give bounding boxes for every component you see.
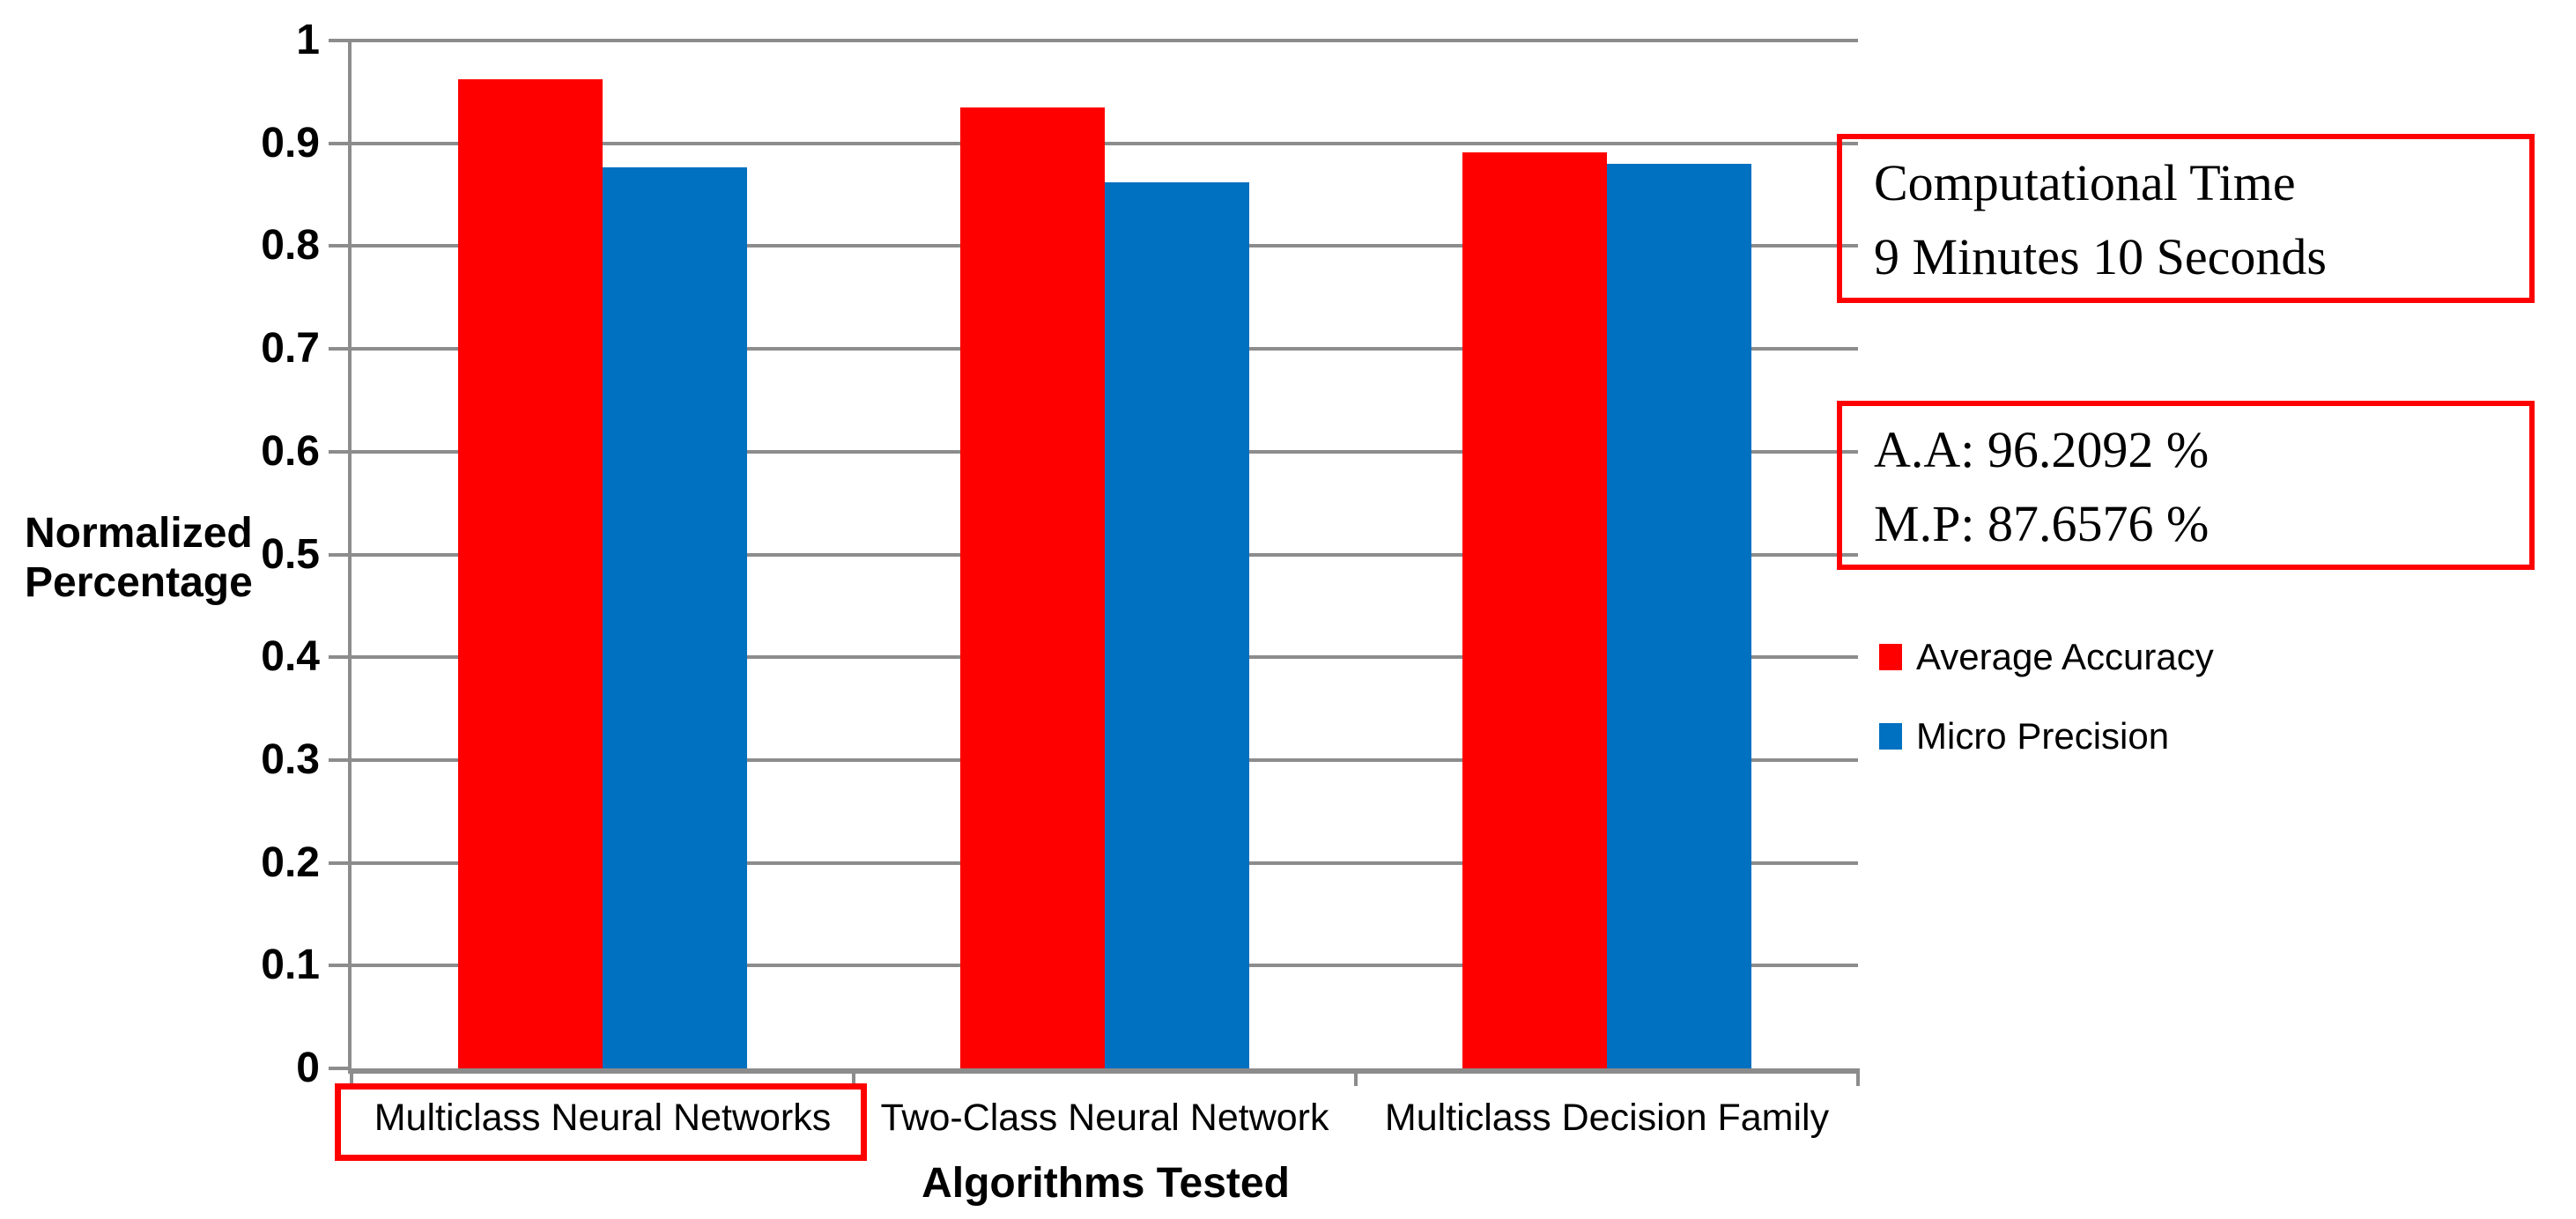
y-axis-tick-label: 0.6: [261, 428, 320, 475]
bar-micro-precision: [603, 167, 747, 1068]
x-axis-category-label: Two-Class Neural Network: [880, 1097, 1329, 1139]
x-axis-tick: [852, 1068, 855, 1086]
x-axis-tick: [1354, 1068, 1358, 1086]
y-axis-tick: [329, 39, 352, 42]
category-highlight-box: [335, 1083, 867, 1161]
y-axis-tick-label: 0.9: [261, 120, 320, 166]
y-axis-title: Normalized Percentage: [25, 510, 253, 606]
y-axis-tick: [329, 347, 352, 351]
y-axis-tick-label: 0.7: [261, 325, 320, 372]
x-axis-tick: [350, 1068, 353, 1086]
y-axis-tick: [329, 964, 352, 967]
y-axis-tick-label: 1: [296, 17, 320, 63]
gridline: [352, 39, 1858, 42]
bar-micro-precision: [1105, 182, 1249, 1068]
computational-time-line: 9 Minutes 10 Seconds: [1874, 228, 2327, 285]
legend-item-micro-precision: Micro Precision: [1879, 715, 2214, 757]
plot-area: 1 0.9 0.8 0.7 0.6 0.5 0.4 0.3 0.2 0.1 0 Multiclass …: [261, 17, 1860, 1139]
y-axis-tick: [329, 244, 352, 247]
bar-average-accuracy: [458, 79, 603, 1068]
y-axis-tick-label: 0.5: [261, 531, 320, 578]
y-axis-tick: [329, 861, 352, 865]
legend-label: Average Accuracy: [1916, 636, 2214, 677]
y-axis-tick: [329, 758, 352, 762]
legend: Average Accuracy Micro Precision: [1879, 636, 2214, 794]
y-axis-tick-label: 0: [296, 1045, 320, 1091]
metrics-box: A.A: 96.2092 % M.P: 87.6576 %: [1837, 401, 2535, 570]
legend-swatch-red: [1879, 644, 1902, 670]
y-axis-tick-label: 0.4: [261, 633, 320, 680]
y-axis-tick: [329, 142, 352, 145]
y-axis-tick-label: 0.2: [261, 839, 320, 886]
bar-micro-precision: [1607, 164, 1751, 1068]
y-axis-tick-label: 0.8: [261, 222, 320, 269]
bar-average-accuracy: [1462, 152, 1607, 1068]
legend-swatch-blue: [1879, 723, 1902, 750]
x-axis-category-label: Multiclass Decision Family: [1384, 1097, 1830, 1139]
y-axis-tick: [329, 450, 352, 454]
y-axis-tick-label: 0.1: [261, 942, 320, 988]
x-axis-tick: [1856, 1068, 1860, 1086]
computational-time-line: Computational Time: [1874, 154, 2296, 211]
computational-time-box: Computational Time 9 Minutes 10 Seconds: [1837, 134, 2535, 303]
metrics-line: M.P: 87.6576 %: [1874, 495, 2210, 552]
y-axis-tick: [329, 1067, 352, 1070]
legend-label: Micro Precision: [1916, 715, 2170, 757]
bar-average-accuracy: [960, 107, 1105, 1068]
y-axis-tick-label: 0.3: [261, 736, 320, 783]
legend-item-average-accuracy: Average Accuracy: [1879, 636, 2214, 678]
x-axis-category-label: Multiclass Neural Networks: [374, 1097, 832, 1139]
y-axis-tick: [329, 655, 352, 659]
gridline: [352, 142, 1858, 145]
x-axis-title: Algorithms Tested: [922, 1160, 1290, 1207]
metrics-line: A.A: 96.2092 %: [1874, 421, 2210, 478]
y-axis-tick: [329, 553, 352, 557]
